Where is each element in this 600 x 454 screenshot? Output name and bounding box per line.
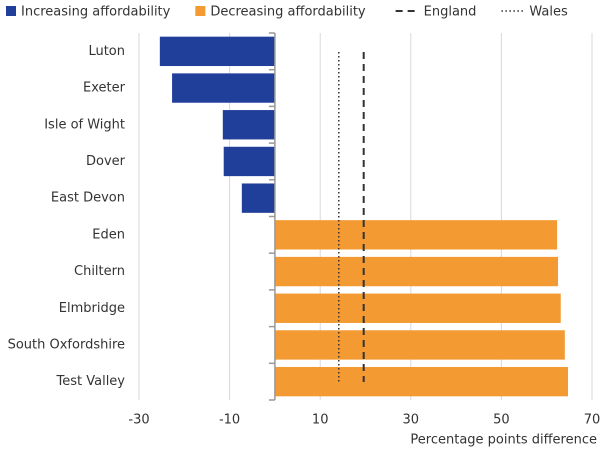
legend-label: England — [424, 5, 477, 20]
legend-label: Increasing affordability — [21, 5, 171, 20]
bar — [274, 256, 559, 287]
y-tick-label: Test Valley — [56, 374, 126, 389]
bar — [274, 330, 565, 360]
x-tick-label: -10 — [219, 413, 240, 428]
y-tick-label: Eden — [92, 227, 125, 242]
legend-label: Wales — [529, 5, 568, 20]
y-tick-label: Dover — [86, 154, 126, 169]
x-tick-label: -30 — [128, 413, 149, 428]
y-tick-label: Isle of Wight — [44, 117, 125, 132]
y-tick-label: Elmbridge — [59, 301, 125, 316]
legend-swatch — [6, 6, 16, 16]
y-tick-label: East Devon — [51, 191, 125, 206]
x-tick-label: 50 — [493, 413, 510, 428]
x-axis-label: Percentage points difference — [410, 433, 597, 448]
bar — [222, 110, 275, 140]
legend-label: Decreasing affordability — [210, 5, 366, 20]
x-tick-label: 10 — [312, 413, 329, 428]
x-tick-label: 70 — [584, 413, 600, 428]
bar — [241, 183, 275, 213]
x-tick-label: 30 — [403, 413, 420, 428]
bar — [274, 220, 558, 250]
bar — [159, 36, 275, 67]
y-tick-label: Luton — [88, 44, 125, 59]
y-tick-label: South Oxfordshire — [8, 337, 125, 352]
y-tick-label: Exeter — [83, 81, 126, 96]
bar — [172, 73, 275, 103]
bar — [274, 366, 568, 397]
y-tick-label: Chiltern — [74, 264, 125, 279]
legend-swatch — [195, 6, 206, 16]
bar — [274, 293, 561, 323]
bar — [223, 146, 275, 177]
